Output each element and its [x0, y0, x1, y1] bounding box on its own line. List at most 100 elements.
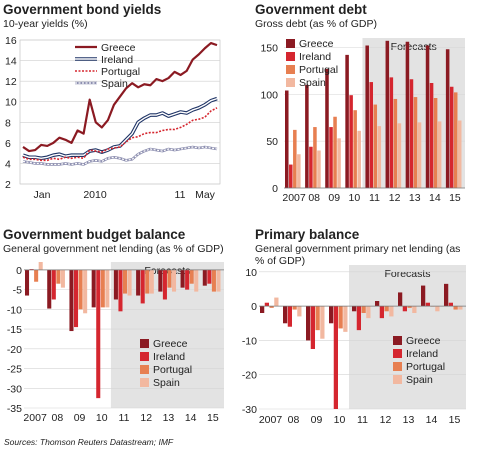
bar-spain [412, 306, 417, 313]
y-tick-label: 16 [5, 35, 17, 47]
bar-greece [158, 269, 163, 292]
bar-greece [136, 269, 141, 296]
bar-spain [457, 120, 462, 188]
bar-spain [366, 306, 371, 319]
bar-spain [417, 122, 422, 188]
x-tick-label: 12 [380, 414, 392, 426]
y-tick-label: 8 [5, 117, 11, 129]
legend-swatch [393, 375, 402, 384]
bar-greece [69, 269, 74, 332]
bar-ireland [74, 269, 79, 328]
y-tick-label: -10 [7, 304, 22, 316]
bar-greece [365, 45, 369, 188]
x-tick-label: 08 [51, 412, 63, 424]
legend-swatch [286, 65, 295, 74]
bar-ireland [162, 269, 167, 300]
y-tick-label: 2 [5, 179, 11, 191]
bar-spain [149, 269, 154, 294]
chart-title: Government debt [255, 2, 367, 17]
bar-ireland [369, 82, 373, 188]
bar-spain [297, 306, 302, 317]
legend-swatch [140, 352, 149, 361]
legend-label: Spain [299, 77, 326, 89]
bar-ireland [402, 306, 407, 312]
bar-ireland [309, 146, 313, 188]
y-tick-label: -25 [7, 364, 22, 376]
legend-swatch [393, 349, 402, 358]
bar-spain [458, 306, 463, 310]
x-tick-label: 13 [409, 192, 421, 204]
x-tick-label: 11 [357, 414, 368, 426]
bar-ireland [389, 77, 394, 188]
legend-label: Spain [406, 374, 433, 386]
chart-subtitle: General government net lending (as % of … [3, 243, 224, 255]
legend-label: Portugal [406, 361, 445, 373]
y-tick-label: 6 [5, 138, 11, 150]
bar-greece [398, 292, 403, 307]
bar-portugal [211, 269, 216, 292]
x-tick-label: 08 [308, 192, 320, 204]
bar-greece [445, 49, 450, 188]
y-tick-label: 50 [266, 136, 278, 148]
series-line-ireland [22, 96, 218, 161]
bar-ireland [329, 127, 333, 188]
legend-label: Greece [299, 38, 334, 50]
bar-greece [444, 283, 449, 307]
x-tick-label: 11 [175, 189, 186, 201]
x-tick-label: 2007 [259, 414, 283, 426]
bar-ireland [51, 269, 56, 300]
x-tick-label: 10 [96, 412, 108, 424]
chart-title: Government bond yields [3, 2, 162, 17]
legend-swatch [286, 52, 295, 61]
x-tick-label: 12 [389, 192, 401, 204]
x-tick-label: May [195, 189, 216, 201]
bar-ireland [429, 83, 434, 188]
bar-portugal [338, 306, 343, 329]
legend-label: Greece [406, 335, 441, 347]
y-tick-label: 12 [5, 76, 17, 88]
legend-swatch [286, 78, 295, 87]
bar-ireland [409, 79, 414, 188]
legend-label: Portugal [153, 364, 192, 376]
y-tick-label: 0 [272, 183, 278, 195]
bar-portugal [100, 269, 105, 308]
primary-balance-panel: Primary balance General government prima… [240, 225, 480, 437]
chart-subtitle: Gross debt (as % of GDP) [255, 18, 377, 30]
bar-portugal [413, 97, 418, 188]
bar-greece [421, 285, 426, 307]
bond-yields-panel: Government bond yields 10-year yields (%… [0, 0, 240, 225]
bar-greece [405, 41, 410, 188]
bar-spain [343, 306, 348, 332]
bar-greece [329, 306, 334, 324]
legend-label: Ireland [299, 51, 331, 63]
legend-swatch [140, 365, 149, 374]
x-tick-label: 10 [334, 414, 346, 426]
y-tick-label: -30 [7, 383, 22, 395]
bar-greece [260, 306, 265, 313]
bar-spain [274, 297, 279, 307]
y-tick-label: 10 [5, 97, 17, 109]
legend-swatch [140, 339, 149, 348]
bar-greece [202, 269, 207, 286]
bar-portugal [56, 269, 61, 284]
y-tick-label: 150 [260, 42, 278, 54]
bar-ireland [349, 95, 353, 188]
bar-greece [305, 84, 309, 188]
bar-portugal [373, 104, 378, 188]
bar-spain [397, 123, 402, 188]
series-line-portugal [22, 107, 218, 162]
bar-spain [357, 130, 361, 188]
legend-label: Greece [101, 42, 136, 54]
bar-greece [113, 269, 118, 300]
legend-label: Spain [153, 377, 180, 389]
bar-portugal [293, 129, 297, 188]
chart-subtitle: General government primary net lending (… [255, 243, 461, 267]
bar-ireland [287, 306, 292, 327]
bar-portugal [353, 110, 357, 188]
bar-portugal [384, 306, 389, 312]
legend-swatch [393, 336, 402, 345]
legend-label: Ireland [406, 348, 438, 360]
bar-spain [172, 269, 177, 292]
x-tick-label: 11 [369, 192, 380, 204]
